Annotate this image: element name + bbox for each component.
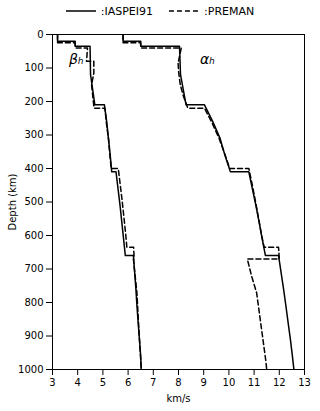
- svg-text:11: 11: [248, 377, 261, 388]
- svg-text:600: 600: [24, 230, 43, 241]
- svg-text:6: 6: [125, 377, 131, 388]
- svg-text:400: 400: [24, 163, 43, 174]
- svg-text:9: 9: [201, 377, 207, 388]
- svg-text:3: 3: [49, 377, 55, 388]
- svg-text:10: 10: [223, 377, 236, 388]
- svg-text:300: 300: [24, 129, 43, 140]
- html-text::PREMAN: :PREMAN: [204, 4, 255, 18]
- svg-text:1000: 1000: [18, 364, 43, 375]
- svg-text:500: 500: [24, 196, 43, 207]
- svg-text:βₕ: βₕ: [68, 51, 84, 67]
- svg-text:αₕ: αₕ: [200, 51, 215, 67]
- svg-text:700: 700: [24, 263, 43, 274]
- svg-text:7: 7: [150, 377, 156, 388]
- html-text::IASPEI91: :IASPEI91: [100, 4, 153, 18]
- svg-text:5: 5: [100, 377, 106, 388]
- svg-text:8: 8: [175, 377, 181, 388]
- svg-text:900: 900: [24, 330, 43, 341]
- svg-text:Depth (km): Depth (km): [7, 173, 18, 230]
- svg-text:200: 200: [24, 96, 43, 107]
- svg-text:12: 12: [273, 377, 286, 388]
- svg-text:4: 4: [75, 377, 81, 388]
- svg-text:13: 13: [298, 377, 311, 388]
- svg-text:km/s: km/s: [166, 393, 190, 404]
- svg-text:0: 0: [37, 29, 43, 40]
- svg-text:800: 800: [24, 297, 43, 308]
- svg-text:100: 100: [24, 62, 43, 73]
